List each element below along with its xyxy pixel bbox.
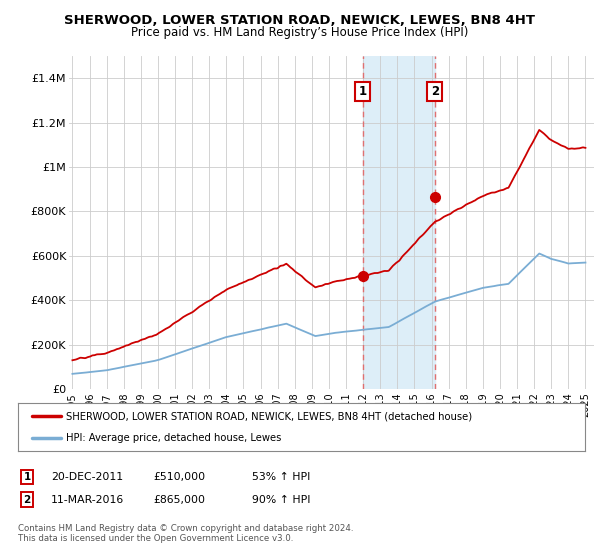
Text: SHERWOOD, LOWER STATION ROAD, NEWICK, LEWES, BN8 4HT: SHERWOOD, LOWER STATION ROAD, NEWICK, LE… (65, 14, 536, 27)
Text: 2: 2 (23, 494, 31, 505)
Text: 1: 1 (359, 85, 367, 98)
Text: HPI: Average price, detached house, Lewes: HPI: Average price, detached house, Lewe… (66, 433, 281, 443)
Text: 1: 1 (23, 472, 31, 482)
Text: 2: 2 (431, 85, 439, 98)
Text: 53% ↑ HPI: 53% ↑ HPI (252, 472, 310, 482)
Text: £865,000: £865,000 (153, 494, 205, 505)
Text: SHERWOOD, LOWER STATION ROAD, NEWICK, LEWES, BN8 4HT (detached house): SHERWOOD, LOWER STATION ROAD, NEWICK, LE… (66, 411, 472, 421)
Text: 11-MAR-2016: 11-MAR-2016 (51, 494, 124, 505)
Text: £510,000: £510,000 (153, 472, 205, 482)
Text: Price paid vs. HM Land Registry’s House Price Index (HPI): Price paid vs. HM Land Registry’s House … (131, 26, 469, 39)
Text: 90% ↑ HPI: 90% ↑ HPI (252, 494, 311, 505)
Text: Contains HM Land Registry data © Crown copyright and database right 2024.
This d: Contains HM Land Registry data © Crown c… (18, 524, 353, 543)
Bar (362, 56, 435, 389)
Text: 20-DEC-2011: 20-DEC-2011 (51, 472, 123, 482)
